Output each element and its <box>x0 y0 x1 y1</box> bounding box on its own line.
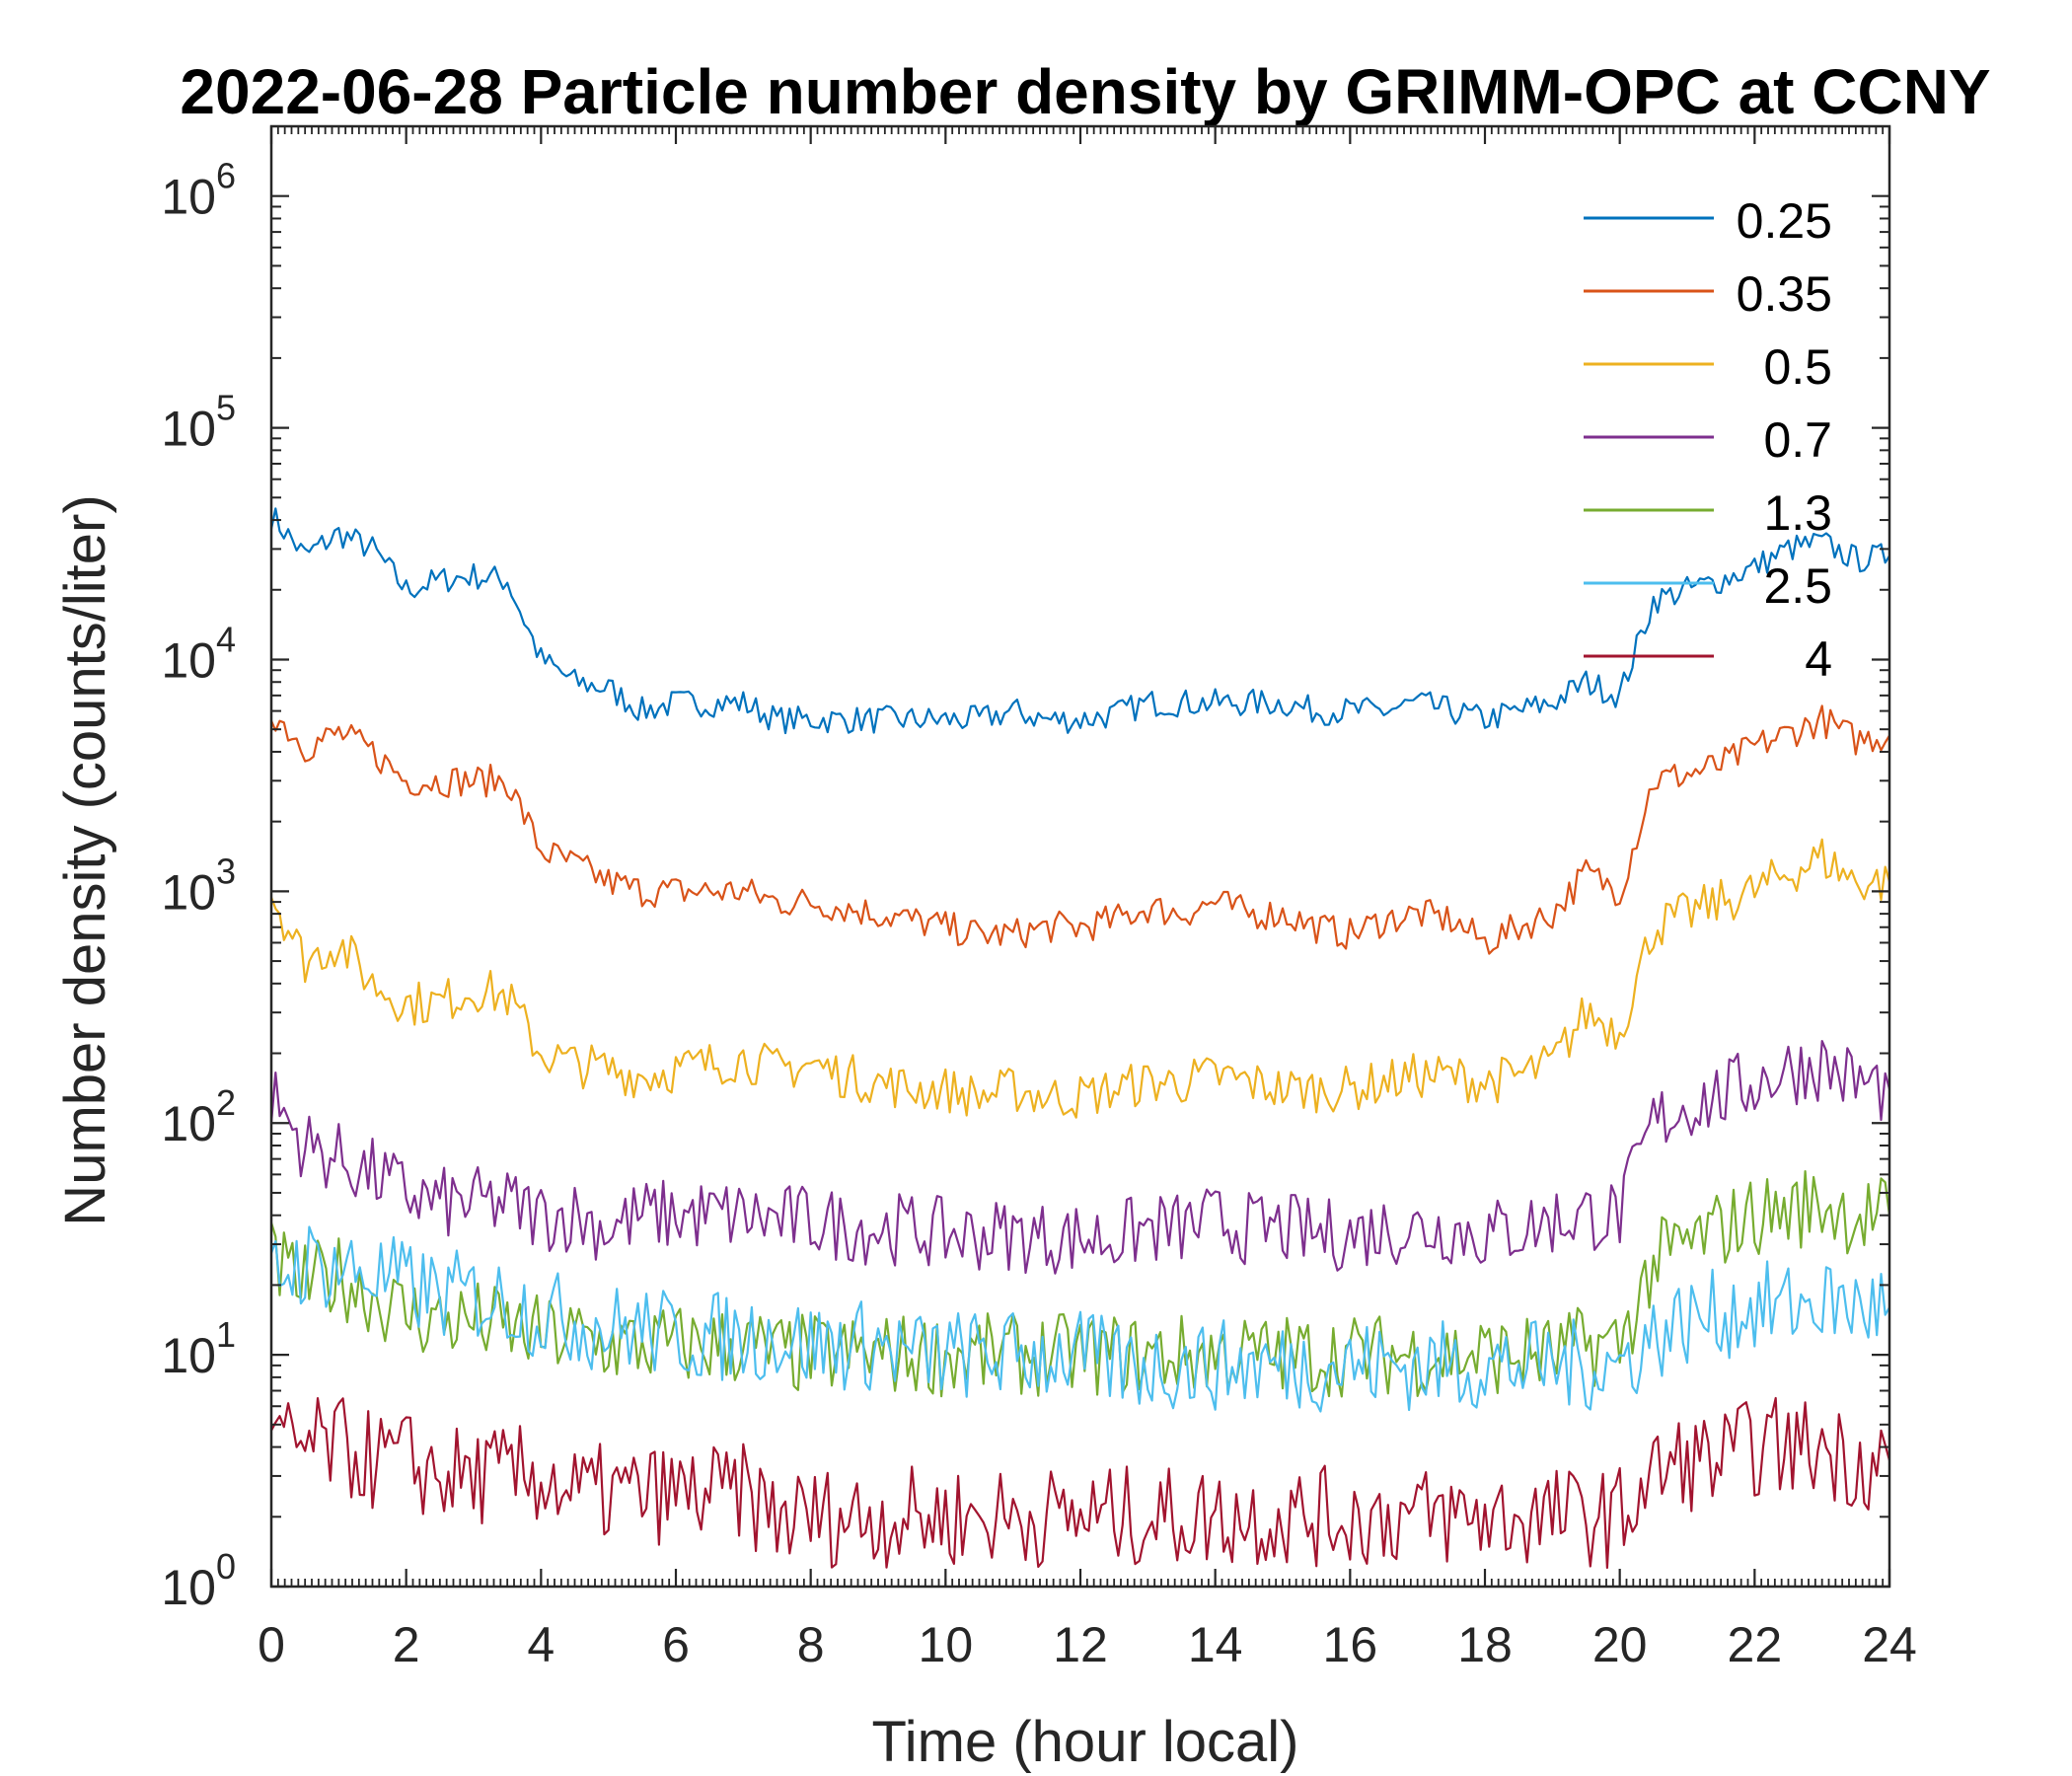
series-line-2-5 <box>269 1225 1890 1413</box>
x-tick-label: 10 <box>919 1617 974 1672</box>
x-tick-label: 24 <box>1862 1617 1917 1672</box>
series-line-0-7 <box>269 1039 1891 1275</box>
series-line-0-35 <box>269 704 1890 955</box>
legend-label: 0.7 <box>1763 412 1832 468</box>
x-tick-label: 12 <box>1053 1617 1108 1672</box>
y-tick-label: 101 <box>161 1314 236 1383</box>
x-tick-label: 2 <box>393 1617 420 1672</box>
x-tick-label: 16 <box>1323 1617 1378 1672</box>
y-tick-label: 104 <box>161 619 236 688</box>
x-axis-ticks: 0 2 4 6 8 10 12 14 16 18 20 22 24 <box>258 126 1917 1672</box>
y-axis-ticks: 100 101 102 103 104 105 106 <box>161 156 1889 1615</box>
x-tick-label: 6 <box>662 1617 690 1672</box>
y-axis-label: Number density (counts/liter) <box>53 494 117 1225</box>
legend-label: 4 <box>1805 631 1832 687</box>
x-tick-label: 18 <box>1457 1617 1513 1672</box>
legend-label: 0.25 <box>1737 193 1832 249</box>
legend-label: 2.5 <box>1763 558 1832 614</box>
x-tick-label: 20 <box>1592 1617 1648 1672</box>
series-line-4 <box>270 1396 1891 1570</box>
y-tick-label: 102 <box>161 1082 236 1151</box>
x-tick-label: 14 <box>1188 1617 1243 1672</box>
plot-area: 0 2 4 6 8 10 12 14 16 18 20 22 24 100101102103104105… <box>161 124 1917 1672</box>
x-tick-label: 8 <box>797 1617 825 1672</box>
chart-title: 2022-06-28 Particle number density by GR… <box>180 56 1990 127</box>
y-tick-label: 106 <box>161 156 236 225</box>
legend-label: 0.35 <box>1737 266 1832 322</box>
y-tick-label: 103 <box>161 851 236 920</box>
legend-label: 1.3 <box>1763 485 1832 541</box>
x-tick-label: 22 <box>1728 1617 1783 1672</box>
series-line-0-5 <box>269 838 1891 1119</box>
y-tick-label: 105 <box>161 388 236 457</box>
legend: 0.25 0.35 0.5 0.7 1.3 2.5 4 <box>1584 193 1832 687</box>
series-layer <box>269 507 1891 1570</box>
x-tick-label: 4 <box>527 1617 555 1672</box>
x-axis-label: Time (hour local) <box>872 1710 1299 1774</box>
x-tick-label: 0 <box>258 1617 285 1672</box>
legend-label: 0.5 <box>1763 339 1832 395</box>
series-line-0-25 <box>269 507 1890 735</box>
y-tick-label: 100 <box>161 1546 236 1615</box>
